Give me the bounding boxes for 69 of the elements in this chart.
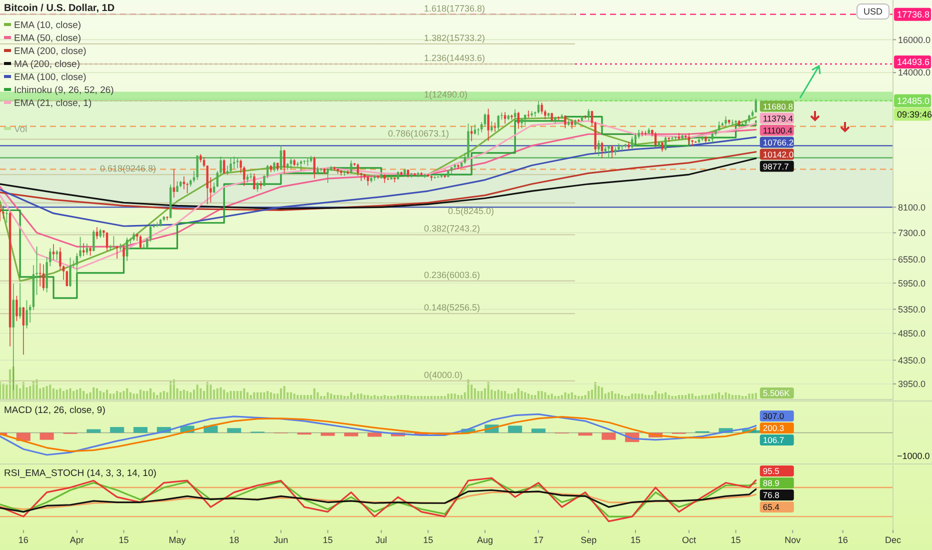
legend-label: EMA (50, close) [14, 32, 82, 44]
legend-label: EMA (21, close, 1) [14, 98, 92, 109]
ref-line-label: 1.236(14493.6) [424, 53, 486, 64]
x-tick-label: 16 [838, 535, 848, 545]
y-tick-label: 14000.0 [898, 68, 931, 78]
ref-line-label: 0.236(6003.6) [424, 270, 480, 280]
y-tick-label: 4850.0 [898, 328, 926, 339]
annotation: 65.4 [762, 502, 780, 512]
annotation: 307.0 [762, 411, 784, 422]
x-tick-label: Dec [884, 535, 902, 545]
annotation: 76.8 [762, 490, 780, 500]
x-tick-label: May [168, 535, 186, 545]
y-tick-label: 16000.0 [898, 34, 931, 45]
annotation: 106.7 [762, 435, 784, 446]
y-tick-label: 7300.0 [898, 228, 926, 238]
ref-line-label: 0.786(10673.1) [388, 128, 450, 138]
x-tick-label: 17 [533, 535, 544, 545]
x-tick-label: Aug [476, 535, 493, 545]
data-label: 11379.4 [762, 113, 794, 124]
x-tick-label: Oct [682, 535, 696, 545]
x-tick-label: 15 [118, 535, 129, 545]
y-axis-title: USD [863, 6, 883, 17]
y-tick-label: 5950.0 [898, 278, 926, 288]
legend-label: Vol [14, 124, 28, 135]
chart-title: Bitcoin / U.S. Dollar, 1D [4, 3, 115, 14]
x-tick-label: 16 [18, 535, 28, 545]
x-tick-label: Apr [70, 535, 84, 545]
annotation: 5.506K [762, 388, 790, 398]
chart-title: RSI_EMA_STOCH (14, 3, 3, 14, 10) [4, 468, 156, 479]
chart-title: MACD (12, 26, close, 9) [4, 405, 106, 416]
ref-line-label: 1.382(15733.2) [424, 32, 486, 43]
ref-line-label: 0.382(7243.2) [424, 224, 480, 234]
x-tick-label: 15 [423, 535, 434, 545]
x-tick-label: Jul [376, 535, 388, 545]
text: −1000.0 [897, 451, 930, 462]
annotation: 200.3 [762, 423, 784, 434]
x-tick-label: 15 [730, 535, 741, 545]
ref-line-label: 0(4000.0) [424, 370, 463, 380]
y-tick-label: 3950.0 [898, 379, 926, 390]
legend-label: Ichimoku (9, 26, 52, 26) [14, 84, 114, 96]
ref-line-label: 1.618(17736.8) [424, 3, 486, 14]
x-tick-label: Sep [580, 535, 597, 545]
y-tick-label: 6550.0 [898, 254, 926, 265]
data-label: 10766.2 [762, 137, 794, 148]
y-tick-label: 4350.0 [898, 355, 926, 366]
ref-line-label: 0.5(8245.0) [448, 206, 494, 216]
x-tick-label: 15 [630, 535, 640, 545]
legend-label: EMA (10, close) [14, 20, 82, 31]
ref-line-label: 0.148(5256.5) [424, 302, 480, 313]
y-tick-label: 8100.0 [898, 202, 926, 212]
data-label: 11100.4 [762, 125, 793, 136]
data-label: 10142.0 [762, 149, 794, 160]
y-tick-label: 5350.0 [898, 304, 926, 314]
ref-line-label: 12485.0 [897, 96, 930, 106]
legend-label: EMA (200, close) [14, 46, 86, 57]
ref-line-label: 1(12490.0) [424, 90, 468, 100]
ref-line-label: 17736.8 [897, 9, 930, 20]
x-tick-label: Jun [274, 535, 288, 545]
x-tick-label: 18 [229, 535, 240, 545]
data-label: 9877.7 [762, 161, 790, 172]
legend-label: MA (200, close) [14, 58, 80, 70]
x-tick-label: Nov [784, 535, 802, 545]
ref-line-label: 14493.6 [897, 57, 930, 68]
data-label: 11680.8 [762, 101, 794, 112]
legend-label: EMA (100, close) [14, 72, 86, 83]
annotation: 95.5 [762, 466, 780, 476]
x-tick-label: 15 [322, 535, 333, 545]
text: 09:39:46 [897, 109, 932, 120]
annotation: 88.9 [762, 478, 780, 488]
